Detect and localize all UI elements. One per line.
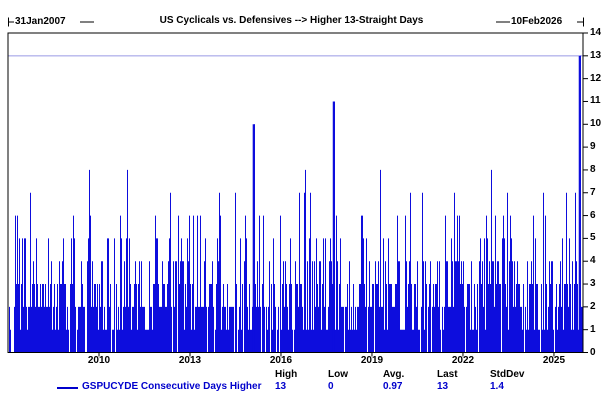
y-tick-label: 5 <box>590 232 596 244</box>
x-tick-label: 2016 <box>269 355 293 366</box>
daily-bars <box>9 55 583 353</box>
stats-header-high: High <box>275 369 298 380</box>
y-tick-label: 12 <box>590 72 602 84</box>
chart-title: US Cyclicals vs. Defensives --> Higher 1… <box>159 15 424 26</box>
stats-value-high: 13 <box>275 381 287 392</box>
y-tick-label: 14 <box>590 27 602 38</box>
stats-value-last: 13 <box>437 381 449 392</box>
x-tick-label: 2013 <box>178 355 202 366</box>
y-tick-label: 4 <box>590 255 596 267</box>
stats-value-avg: 0.97 <box>383 381 403 392</box>
y-tick-label: 7 <box>590 186 596 198</box>
x-tick-label: 2022 <box>451 355 475 366</box>
y-tick-label: 9 <box>590 141 596 153</box>
y-tick-label: 1 <box>590 323 596 335</box>
end-date-label: 10Feb2026 <box>511 16 563 27</box>
x-tick-label: 2010 <box>87 355 111 366</box>
stats-header-last: Last <box>437 369 458 380</box>
stats-header-stddev: StdDev <box>490 369 525 380</box>
y-tick-label: 0 <box>590 346 596 358</box>
x-tick-label: 2019 <box>360 355 384 366</box>
y-tick-label: 8 <box>590 163 596 175</box>
y-tick-label: 11 <box>590 95 601 107</box>
y-tick-label: 6 <box>590 209 596 221</box>
y-tick-label: 13 <box>590 49 602 61</box>
start-date-label: 31Jan2007 <box>15 16 66 27</box>
y-tick-label: 2 <box>590 300 596 312</box>
legend-series-label: GSPUCYDE Consecutive Days Higher <box>82 381 262 392</box>
y-tick-label: 10 <box>590 118 602 130</box>
stats-header-low: Low <box>328 369 348 380</box>
x-tick-label: 2025 <box>542 355 566 366</box>
stats-header-avg: Avg. <box>383 369 405 380</box>
legend-line-icon <box>57 387 78 389</box>
y-tick-label: 3 <box>590 278 596 290</box>
stats-value-low: 0 <box>328 381 334 392</box>
stats-value-stddev: 1.4 <box>490 381 504 392</box>
